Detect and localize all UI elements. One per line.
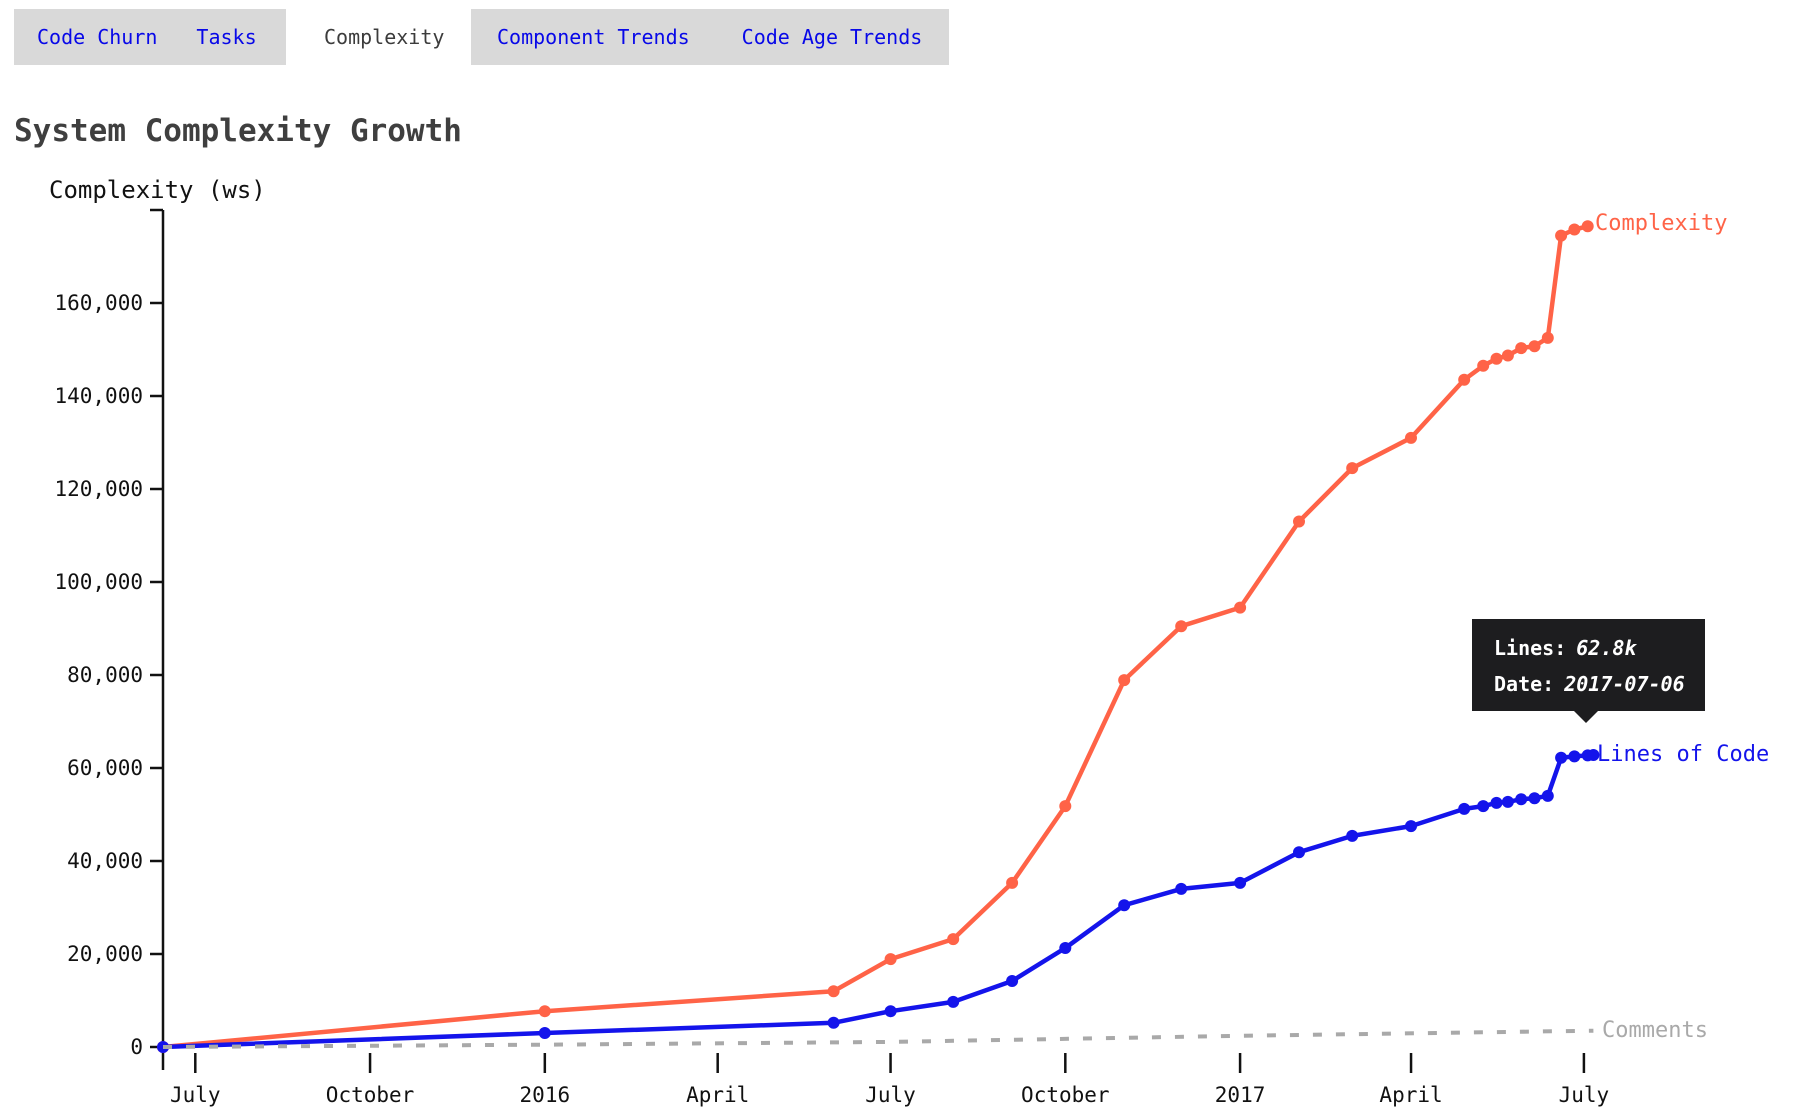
data-point-complexity[interactable] xyxy=(1059,800,1072,813)
data-point-complexity[interactable] xyxy=(1293,515,1305,528)
data-point-complexity[interactable] xyxy=(827,985,840,998)
data-point-complexity[interactable] xyxy=(1346,462,1359,475)
data-point-complexity[interactable] xyxy=(1541,331,1554,344)
data-point-lines-of-code[interactable] xyxy=(827,1016,840,1029)
series-line-comments xyxy=(162,1028,1594,1049)
tab-group-left: Code Churn Tasks xyxy=(14,9,286,65)
data-point-complexity[interactable] xyxy=(1006,876,1019,889)
y-tick-label: 40,000 xyxy=(67,849,143,873)
data-point-lines-of-code[interactable] xyxy=(1175,882,1188,895)
y-axis-title: Complexity (ws) xyxy=(49,176,266,204)
tooltip-lines-value: 62.8k xyxy=(1576,636,1637,660)
x-tick-label: July xyxy=(1559,1083,1610,1107)
y-tick-label: 140,000 xyxy=(54,384,143,408)
data-point-lines-of-code[interactable] xyxy=(1490,796,1503,809)
y-tick-label: 20,000 xyxy=(67,942,143,966)
data-point-complexity[interactable] xyxy=(1581,220,1594,233)
data-point-complexity[interactable] xyxy=(1175,620,1188,633)
series-label-comments: Comments xyxy=(1602,1018,1708,1043)
data-point-complexity[interactable] xyxy=(947,933,960,946)
data-point-lines-of-code[interactable] xyxy=(1006,975,1019,987)
data-point-lines-of-code[interactable] xyxy=(538,1027,551,1039)
data-point-lines-of-code[interactable] xyxy=(1477,800,1490,813)
data-point-complexity[interactable] xyxy=(1405,431,1417,444)
x-tick-label: July xyxy=(170,1083,221,1107)
data-point-lines-of-code[interactable] xyxy=(1528,792,1541,805)
series-label-complexity: Complexity xyxy=(1595,211,1728,236)
data-point-lines-of-code[interactable] xyxy=(947,995,960,1008)
data-point-complexity[interactable] xyxy=(1568,223,1581,236)
data-point-complexity[interactable] xyxy=(1555,229,1568,242)
data-point-lines-of-code[interactable] xyxy=(1568,750,1581,763)
tab-code-age-trends[interactable]: Code Age Trends xyxy=(741,25,923,49)
datapoint-tooltip: Lines: 62.8k Date: 2017-07-06 xyxy=(1472,619,1705,723)
tooltip-date-row: Date: 2017-07-06 xyxy=(1494,674,1687,694)
data-point-complexity[interactable] xyxy=(1118,674,1131,687)
data-point-lines-of-code[interactable] xyxy=(1405,820,1417,833)
tooltip-lines-row: Lines: 62.8k xyxy=(1494,638,1687,658)
x-tick-label: 2017 xyxy=(1215,1083,1266,1107)
x-tick-label: April xyxy=(686,1083,749,1107)
tab-group-right: Component Trends Code Age Trends xyxy=(471,9,950,65)
x-tick-label: 2016 xyxy=(520,1083,571,1107)
x-tick-label: April xyxy=(1379,1083,1442,1107)
series-line-lines-of-code xyxy=(162,752,1594,1050)
y-tick-label: 160,000 xyxy=(54,291,143,315)
data-point-lines-of-code[interactable] xyxy=(1458,802,1471,815)
data-point-complexity[interactable] xyxy=(1515,342,1528,355)
data-point-complexity[interactable] xyxy=(538,1005,551,1018)
tooltip-lines-label: Lines: xyxy=(1494,636,1567,660)
y-tick-label: 60,000 xyxy=(67,756,143,780)
data-point-lines-of-code[interactable] xyxy=(1118,899,1131,912)
data-point-lines-of-code[interactable] xyxy=(1346,829,1359,842)
data-point-lines-of-code[interactable] xyxy=(1541,789,1554,802)
data-point-complexity[interactable] xyxy=(1477,359,1490,372)
tab-tasks[interactable]: Tasks xyxy=(196,25,257,49)
y-tick-label: 80,000 xyxy=(67,663,143,687)
data-point-complexity[interactable] xyxy=(1234,601,1247,614)
data-point-lines-of-code[interactable] xyxy=(1587,749,1600,761)
data-point-lines-of-code[interactable] xyxy=(1293,846,1305,859)
data-point-lines-of-code[interactable] xyxy=(884,1005,897,1018)
x-tick-label: October xyxy=(1021,1083,1110,1107)
data-point-lines-of-code[interactable] xyxy=(1059,942,1072,954)
series-line-complexity xyxy=(162,224,1589,1050)
y-tick-label: 0 xyxy=(130,1035,143,1059)
data-point-complexity[interactable] xyxy=(1501,349,1514,362)
data-point-complexity[interactable] xyxy=(1528,340,1541,353)
tab-code-churn[interactable]: Code Churn xyxy=(37,25,158,49)
series-label-lines-of-code: Lines of Code xyxy=(1597,742,1770,767)
tooltip-date-value: 2017-07-06 xyxy=(1564,672,1685,696)
data-point-lines-of-code[interactable] xyxy=(1501,795,1514,808)
tooltip-caret-icon xyxy=(1574,711,1598,723)
data-point-lines-of-code[interactable] xyxy=(1234,876,1247,889)
y-tick-label: 120,000 xyxy=(54,477,143,501)
data-point-complexity[interactable] xyxy=(884,953,897,966)
tab-complexity-active[interactable]: Complexity xyxy=(310,9,459,65)
data-point-complexity[interactable] xyxy=(1490,352,1503,365)
x-tick-label: October xyxy=(326,1083,415,1107)
data-point-lines-of-code[interactable] xyxy=(1555,751,1568,764)
tab-component-trends[interactable]: Component Trends xyxy=(497,25,690,49)
page-title: System Complexity Growth xyxy=(14,112,462,149)
tooltip-date-label: Date: xyxy=(1494,672,1555,696)
data-point-lines-of-code[interactable] xyxy=(1515,793,1528,806)
data-point-complexity[interactable] xyxy=(1458,373,1471,386)
x-tick-label: July xyxy=(865,1083,916,1107)
y-tick-label: 100,000 xyxy=(54,570,143,594)
